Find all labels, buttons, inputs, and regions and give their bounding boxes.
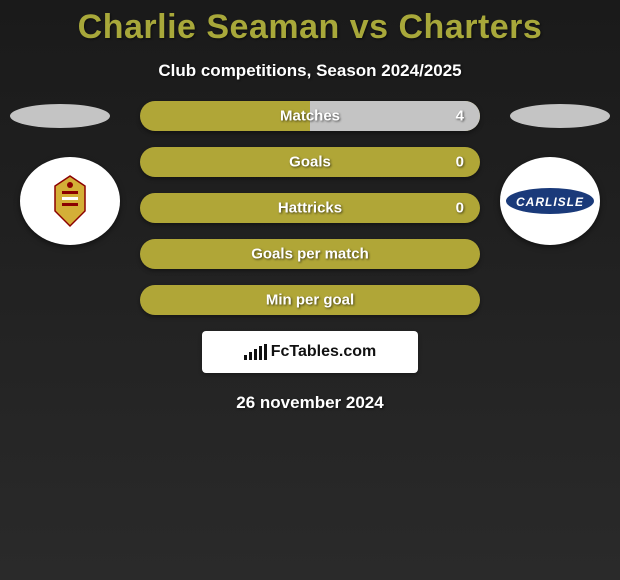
brand-card[interactable]: FcTables.com [202,331,418,373]
doncaster-crest-icon [40,171,100,231]
brand-chart-icon [244,344,267,360]
page-title: Charlie Seaman vs Charters [0,0,620,47]
stat-row: Min per goal [140,285,480,315]
stat-row: Goals 0 [140,147,480,177]
stat-label: Matches [280,108,340,125]
stat-label: Hattricks [278,200,342,217]
stat-row: Matches 4 [140,101,480,131]
stats-column: Matches 4 Goals 0 Hattricks 0 Goals per match M… [140,101,480,315]
footer-date: 26 november 2024 [0,393,620,413]
player-right-ellipse [510,104,610,128]
brand-text: FcTables.com [271,343,377,361]
brand-label: FcTables.com [244,343,377,361]
stat-label: Goals [289,154,331,171]
comparison-layout: CARLISLE Matches 4 Goals 0 Hattricks 0 Goals p… [0,101,620,315]
carlisle-crest-icon: CARLISLE [505,186,595,216]
stat-row: Hattricks 0 [140,193,480,223]
subtitle: Club competitions, Season 2024/2025 [0,61,620,81]
stat-row: Goals per match [140,239,480,269]
stat-value-right: 0 [456,154,464,171]
svg-text:CARLISLE: CARLISLE [516,195,584,209]
stat-label: Min per goal [266,292,354,309]
stat-value-right: 4 [456,108,464,125]
stat-label: Goals per match [251,246,369,263]
player-left-ellipse [10,104,110,128]
club-badge-right: CARLISLE [500,157,600,245]
stat-value-right: 0 [456,200,464,217]
club-badge-left [20,157,120,245]
